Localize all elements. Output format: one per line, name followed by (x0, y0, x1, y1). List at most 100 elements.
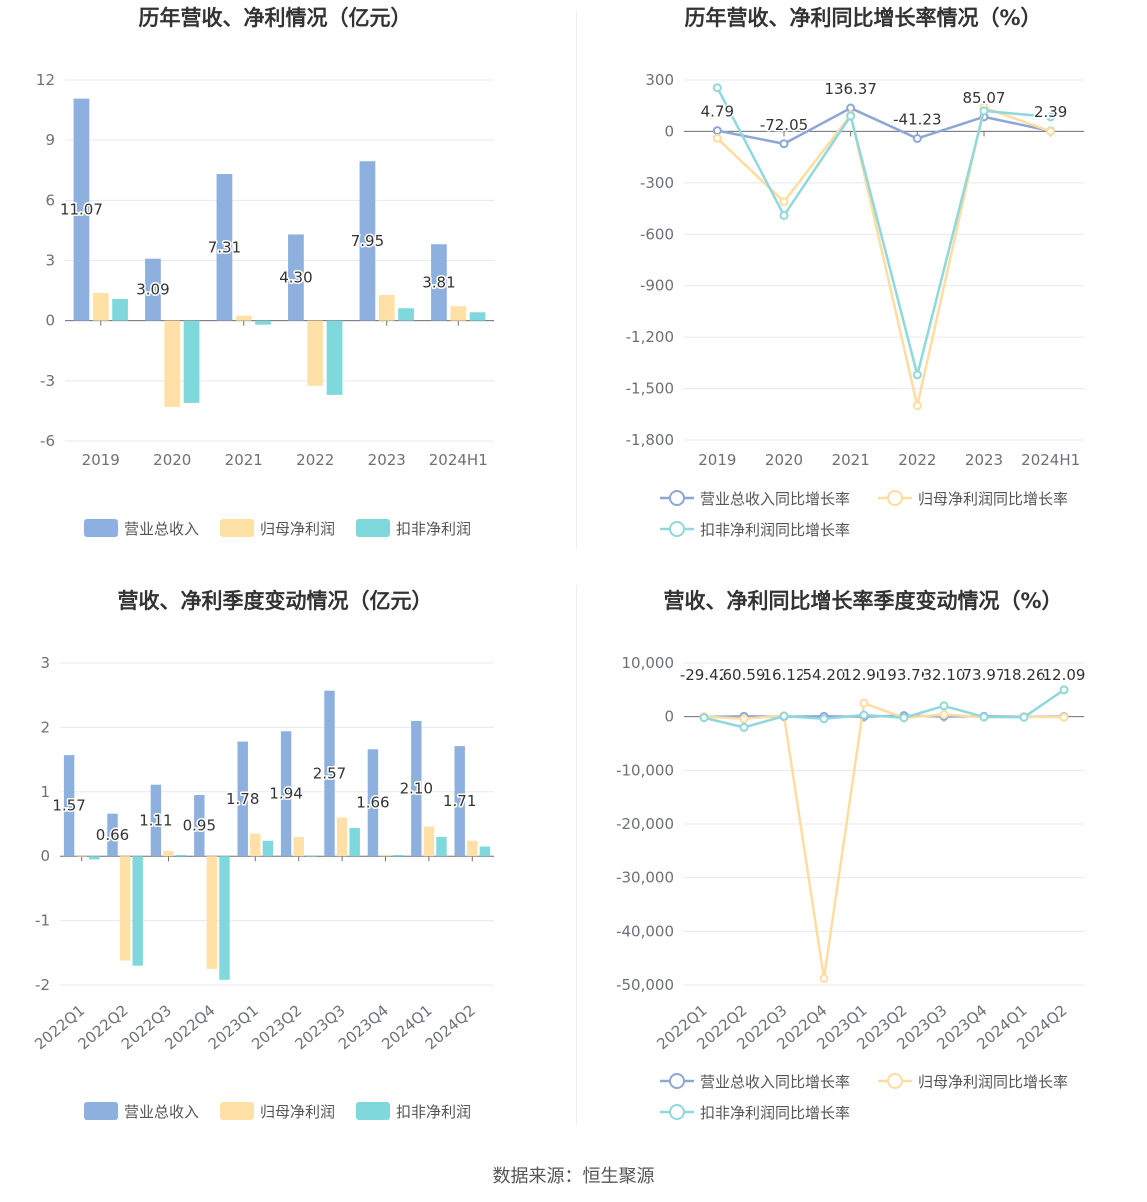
data-point (912, 133, 922, 143)
x-tick-label: 2024H1 (1021, 451, 1080, 469)
data-label: 7.31 (208, 238, 241, 256)
data-label-halo: 1.11 (139, 811, 172, 829)
x-tick-label: 2023 (368, 451, 406, 469)
data-point (979, 712, 989, 722)
legend-label: 营业总收入 (124, 520, 199, 538)
bar-deducted-profit (469, 312, 486, 321)
data-label: 2.57 (313, 764, 346, 782)
annual-line-panel: 历年营收、净利同比增长率情况（%） 300 0 -300 -600 -900 -1,200 -… (574, 0, 1147, 560)
data-label-group: 0.950.95 (181, 815, 217, 836)
bar-revenue (216, 174, 233, 321)
data-label-halo: 7.31 (208, 238, 241, 256)
data-point (712, 83, 722, 93)
data-label-halo: 4.79 (701, 103, 734, 121)
data-label-halo: 1.66 (356, 794, 389, 812)
y-tick-label: 9 (45, 131, 55, 149)
legend-swatch (356, 519, 390, 537)
legend-label: 归母净利润 (260, 520, 335, 538)
legend-label: 扣非净利润同比增长率 (700, 521, 850, 539)
x-tick-label: 2021 (225, 451, 263, 469)
data-label-group: -29.42-29.42 (678, 665, 729, 686)
data-label-halo: -41.23 (893, 110, 941, 128)
quarter-line-panel: 营收、净利同比增长率季度变动情况（%） 10,000 0 -10,000 -20,000… (574, 580, 1147, 1140)
data-label: 12.09 (1043, 666, 1086, 684)
bar-revenue (237, 741, 248, 857)
bar-deducted-profit (436, 836, 447, 857)
x-tick-label: 2023 (965, 451, 1003, 469)
bar-net-profit (423, 826, 435, 857)
data-point (912, 401, 922, 411)
annual-line-chart: 历年营收、净利同比增长率情况（%） 300 0 -300 -600 -900 -1,200 -… (626, 6, 1084, 539)
data-label-halo: 85.07 (963, 89, 1006, 107)
x-tick-label: 2024H1 (429, 451, 488, 469)
bar-deducted-profit (255, 320, 271, 325)
y-tick-label: 6 (45, 191, 55, 209)
data-label: 1.78 (226, 790, 259, 808)
bar-net-profit (92, 292, 109, 321)
data-label-halo: 0.66 (96, 826, 129, 844)
bar-net-profit (206, 856, 218, 969)
series-line (717, 106, 1051, 146)
bar-net-profit (378, 294, 395, 321)
data-label-group: 3.813.81 (421, 272, 457, 293)
data-label-group: 4.794.79 (699, 101, 735, 122)
bar-net-profit (164, 320, 181, 407)
data-label: 193.76 (878, 666, 931, 684)
x-tick-label: 2019 (698, 451, 736, 469)
legend-swatch (84, 519, 118, 537)
y-tick-label: -6 (40, 432, 55, 450)
y-tick-label: -3 (40, 372, 55, 390)
y-tick-label: -30,000 (616, 869, 674, 887)
data-point (699, 713, 709, 723)
data-label-group: 1.941.94 (268, 783, 304, 804)
data-label: 4.79 (701, 103, 734, 121)
data-point (912, 370, 922, 380)
chart-title: 历年营收、净利情况（亿元） (139, 6, 412, 30)
data-source-note: 数据来源：恒生聚源 (492, 1166, 655, 1187)
data-label: 0.95 (183, 817, 216, 835)
bar-deducted-profit (112, 299, 128, 321)
legend-label: 营业总收入 (124, 1103, 199, 1121)
y-tick-label: -2 (35, 976, 50, 994)
bar-deducted-profit (175, 854, 187, 857)
data-label: 60.59 (723, 666, 766, 684)
data-label-halo: 2.10 (400, 780, 433, 798)
bar-deducted-profit (89, 856, 100, 860)
y-tick-label: 300 (645, 71, 674, 89)
legend-label: 归母净利润同比增长率 (918, 490, 1068, 508)
bar-revenue (324, 690, 335, 857)
bar-revenue (431, 244, 447, 321)
data-point (846, 103, 856, 113)
data-label: 4.30 (279, 269, 312, 287)
y-tick-label: -300 (640, 174, 674, 192)
legend-label: 营业总收入同比增长率 (700, 1073, 850, 1091)
data-point (712, 133, 722, 143)
data-label-group: 3.093.09 (135, 279, 171, 300)
data-label-halo: 1.71 (443, 792, 476, 810)
data-label-group: 7.957.95 (349, 230, 385, 251)
x-tick-label: 2019 (82, 451, 120, 469)
bar-deducted-profit (398, 308, 414, 321)
bar-revenue (145, 258, 161, 321)
data-label: 1.11 (139, 811, 172, 829)
data-label-halo: -72.05 (760, 116, 808, 134)
y-tick-label: 12 (36, 71, 55, 89)
x-tick-label: 2022 (898, 451, 936, 469)
panel-divider-bottom (576, 585, 577, 1125)
data-point (1046, 112, 1056, 122)
bar-deducted-profit (262, 840, 274, 857)
data-point (846, 111, 856, 121)
data-point (939, 710, 949, 720)
bar-net-profit (163, 851, 174, 857)
bar-revenue (63, 755, 75, 857)
legend-swatch (356, 1102, 390, 1120)
legend-label: 扣非净利润同比增长率 (700, 1104, 850, 1122)
data-label-halo: 32.10 (923, 666, 966, 684)
bar-deducted-profit (183, 320, 200, 403)
legend-marker (669, 521, 685, 537)
